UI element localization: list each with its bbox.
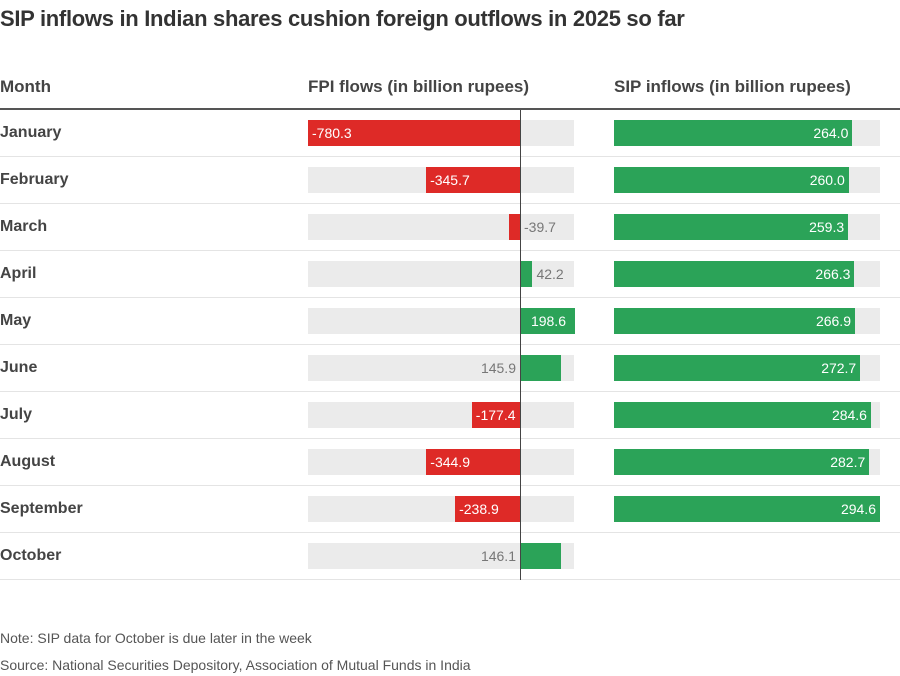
month-label: February xyxy=(0,171,69,188)
month-label: January xyxy=(0,124,62,141)
header-fpi: FPI flows (in billion rupees) xyxy=(308,77,530,96)
fpi-bar xyxy=(426,449,520,475)
table-row: September -238.9 294.6 xyxy=(0,486,900,533)
header-sip: SIP inflows (in billion rupees) xyxy=(614,77,851,96)
sip-bar xyxy=(614,496,880,522)
table-row: March -39.7 259.3 xyxy=(0,204,900,251)
table-row: April 42.2 266.3 xyxy=(0,251,900,298)
fpi-bar xyxy=(509,214,520,240)
note: Note: SIP data for October is due later … xyxy=(0,630,312,646)
fpi-value-label: 198.6 xyxy=(530,313,566,329)
month-label: October xyxy=(0,547,62,564)
table-row: August -344.9 282.7 xyxy=(0,439,900,486)
fpi-value-label: 146.1 xyxy=(480,548,516,564)
month-label: August xyxy=(0,453,56,470)
sip-bar xyxy=(614,167,849,193)
fpi-bar xyxy=(455,496,520,522)
source: Source: National Securities Depository, … xyxy=(0,657,471,673)
fpi-bar xyxy=(308,120,520,146)
sip-value-label: 266.9 xyxy=(815,313,851,329)
sip-bar xyxy=(614,449,870,475)
table-row: July -177.4 284.6 xyxy=(0,392,900,439)
fpi-value-label: -345.7 xyxy=(430,172,470,188)
sip-bar xyxy=(614,261,855,287)
fpi-bar xyxy=(521,261,533,287)
sip-value-label: 266.3 xyxy=(815,266,851,282)
fpi-track xyxy=(308,402,574,428)
fpi-bar xyxy=(521,543,561,569)
header-month: Month xyxy=(0,77,51,96)
month-label: June xyxy=(0,359,38,376)
month-label: April xyxy=(0,265,37,282)
fpi-value-label: -39.7 xyxy=(524,219,556,235)
fpi-value-label: 42.2 xyxy=(536,266,564,282)
fpi-bar xyxy=(521,355,561,381)
table-row: October 146.1 xyxy=(0,533,900,580)
sip-value-label: 282.7 xyxy=(830,454,866,470)
header-divider xyxy=(0,108,900,110)
fpi-bar xyxy=(471,402,520,428)
sip-bar xyxy=(614,402,871,428)
sip-value-label: 272.7 xyxy=(821,360,857,376)
month-label: September xyxy=(0,500,83,517)
fpi-bar xyxy=(426,167,520,193)
month-label: March xyxy=(0,218,48,235)
fpi-value-label: -177.4 xyxy=(475,407,516,423)
sip-value-label: 294.6 xyxy=(840,501,876,517)
chart-title: SIP inflows in Indian shares cushion for… xyxy=(0,6,685,31)
fpi-value-label: -344.9 xyxy=(430,454,470,470)
sip-value-label: 260.0 xyxy=(809,172,845,188)
fpi-track xyxy=(308,261,574,287)
sip-value-label: 264.0 xyxy=(813,125,849,141)
fpi-track xyxy=(308,214,574,240)
fpi-bar xyxy=(521,308,575,334)
fpi-track xyxy=(308,496,574,522)
sip-bar xyxy=(614,120,853,146)
table-row: June 145.9 272.7 xyxy=(0,345,900,392)
fpi-value-label: 145.9 xyxy=(480,360,516,376)
fpi-value-label: -780.3 xyxy=(312,125,352,141)
fpi-value-label: -238.9 xyxy=(459,501,499,517)
table-row: May 198.6 266.9 xyxy=(0,298,900,345)
month-label: May xyxy=(0,312,32,329)
sip-bar xyxy=(614,308,855,334)
sip-value-label: 259.3 xyxy=(809,219,845,235)
sip-bar xyxy=(614,355,861,381)
month-label: July xyxy=(0,406,33,423)
table-row: February -345.7 260.0 xyxy=(0,157,900,204)
sip-value-label: 284.6 xyxy=(831,407,867,423)
zero-line xyxy=(520,110,521,580)
table-row: January -780.3 264.0 xyxy=(0,110,900,157)
sip-bar xyxy=(614,214,849,240)
